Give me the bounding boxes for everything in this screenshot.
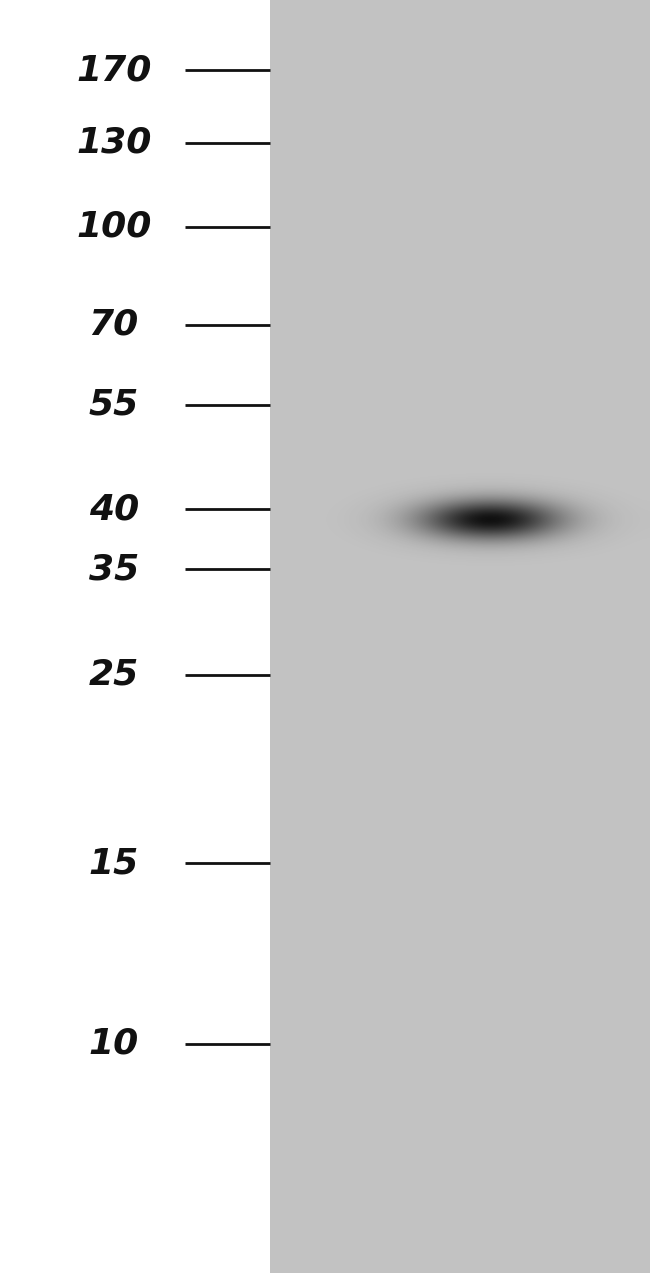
Text: 15: 15	[88, 847, 139, 880]
Text: 100: 100	[76, 210, 151, 243]
Bar	[270, 0, 650, 1273]
Text: 40: 40	[88, 493, 139, 526]
Text: 130: 130	[76, 126, 151, 159]
Text: 25: 25	[88, 658, 139, 691]
Text: 70: 70	[88, 308, 139, 341]
Text: 55: 55	[88, 388, 139, 421]
Text: 35: 35	[88, 552, 139, 586]
Text: 10: 10	[88, 1027, 139, 1060]
Text: 170: 170	[76, 53, 151, 87]
